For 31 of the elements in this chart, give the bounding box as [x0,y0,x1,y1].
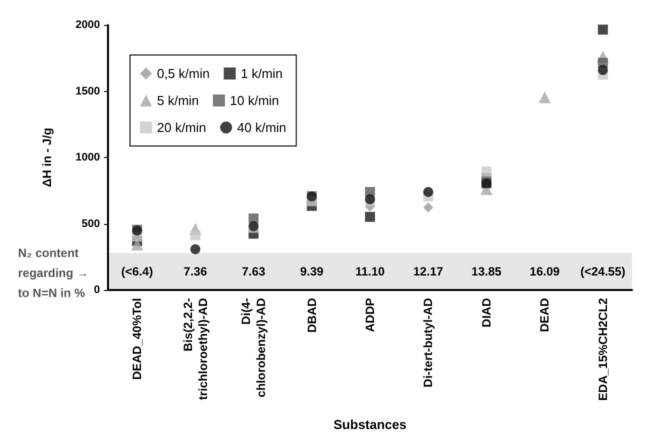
y-axis-title: ΔH in - J/g [40,128,54,188]
x-tick-label: EDA_15%CH2CL2 [596,298,610,401]
x-tick-label: ADDP [363,298,377,332]
x-tick-label: DEAD_40%Tol [130,298,144,380]
x-tick-label: Bis(2,2,2-trichloroethyl)-AD [180,298,210,400]
y-tick-label: 2000 [76,19,100,31]
x-tick-label: DIAD [479,298,494,328]
y-tick-label: 0 [94,284,100,296]
legend-label: 0,5 k/min [157,66,210,81]
y-tick-label: 1000 [76,152,100,164]
x-axis-title: Substances [334,417,406,432]
annotation: 16.09 [530,264,560,278]
legend-label: 1 k/min [240,66,283,81]
annotation: 11.10 [355,264,386,278]
annotation: 7.63 [242,264,266,278]
x-tick-label: DBAD [304,298,319,333]
annotation: 12.17 [413,264,444,278]
annotation: (<24.55) [580,264,626,278]
legend-label: 20 k/min [157,120,206,135]
x-tick-label: DEAD [538,298,552,332]
legend-label: 40 k/min [237,120,286,135]
text: N₂ content regarding → to N=N in % [18,246,92,300]
annotation: 13.85 [471,264,502,278]
legend-label: 5 k/min [157,93,199,108]
x-tick-label: Di-tert-butyl-AD [421,298,436,388]
y-tick-label: 500 [82,218,100,230]
y-tick-label: 1500 [76,85,100,98]
annotation: (<6.4) [121,264,153,278]
legend-label: 10 k/min [230,93,280,108]
annotation: 7.36 [184,264,208,278]
annotation: 9.39 [300,264,324,278]
